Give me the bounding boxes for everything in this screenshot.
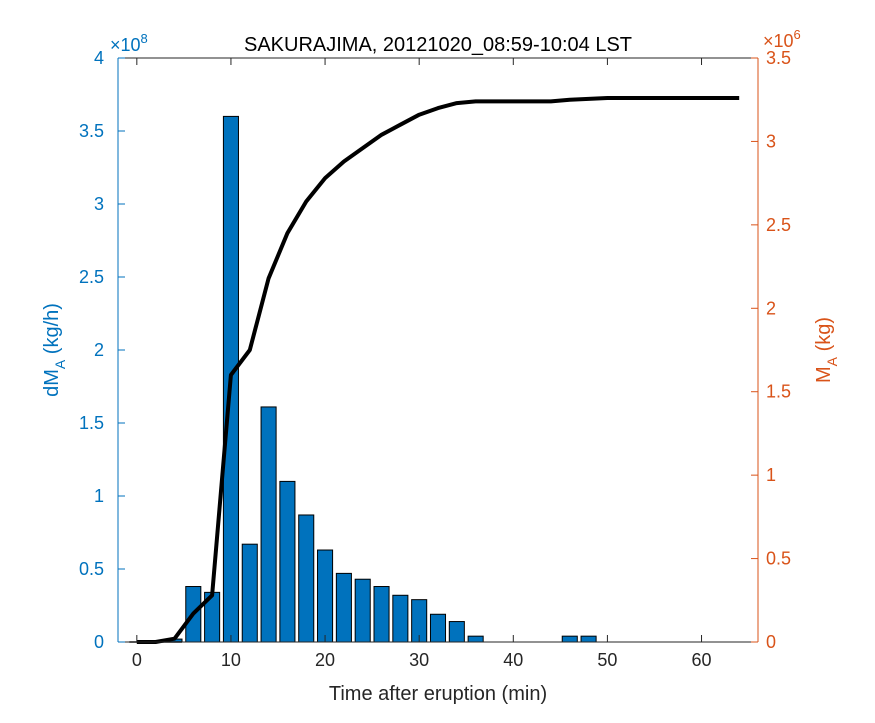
right-axis-label: MA (kg): [813, 317, 840, 383]
x-tick-label: 60: [692, 650, 712, 670]
x-tick-label: 40: [503, 650, 523, 670]
bar: [580, 635, 597, 643]
right-y-tick-label: 2.5: [766, 215, 791, 235]
right-axis-exponent: ×106: [763, 27, 801, 51]
x-axis-label: Time after eruption (min): [329, 683, 547, 705]
chart-title: SAKURAJIMA, 20121020_08:59-10:04 LST: [244, 34, 632, 56]
x-tick-label: 20: [315, 650, 335, 670]
bar: [279, 480, 296, 643]
bar: [429, 613, 447, 643]
bar: [448, 621, 465, 643]
bar: [335, 572, 352, 643]
svg-text:×106: ×106: [763, 27, 801, 51]
bar: [467, 635, 484, 643]
axes-layer: 0 10 20 30 40 50 6000.511.522.533.5400.511.522…: [79, 48, 791, 670]
left-axis-exponent: ×108: [110, 31, 148, 55]
left-y-tick-label: 0: [94, 632, 104, 652]
left-y-tick-label: 3: [94, 194, 104, 214]
svg-text:×108: ×108: [110, 31, 148, 55]
right-y-tick-label: 1: [766, 465, 776, 485]
left-axis-label: dMA (kg/h): [41, 303, 68, 397]
left-y-tick-label: 1.5: [79, 413, 104, 433]
line-layer: [136, 96, 740, 644]
bars-layer: [129, 115, 597, 643]
bar: [241, 543, 258, 643]
right-y-tick-label: 0: [766, 632, 776, 652]
left-y-tick-label: 4: [94, 48, 104, 68]
bar: [354, 578, 371, 643]
right-y-tick-label: 3: [766, 131, 776, 151]
left-y-tick-label: 0.5: [79, 559, 104, 579]
right-y-tick-label: 2: [766, 298, 776, 318]
bar: [373, 586, 390, 643]
right-y-tick-label: 1.5: [766, 382, 791, 402]
bar: [298, 514, 315, 643]
bar: [561, 635, 578, 643]
bar: [260, 406, 277, 643]
x-tick-label: 10: [221, 650, 241, 670]
cumulative-mass-line: [136, 96, 740, 644]
x-tick-label: 50: [597, 650, 617, 670]
right-y-tick-label: 0.5: [766, 549, 791, 569]
left-y-tick-label: 3.5: [79, 121, 104, 141]
bar: [317, 549, 334, 643]
x-tick-label: 0: [132, 650, 142, 670]
left-y-tick-label: 2: [94, 340, 104, 360]
x-tick-label: 30: [409, 650, 429, 670]
left-y-tick-label: 1: [94, 486, 104, 506]
right-y-tick-label: 3.5: [766, 48, 791, 68]
left-y-tick-label: 2.5: [79, 267, 104, 287]
bar: [392, 594, 409, 643]
